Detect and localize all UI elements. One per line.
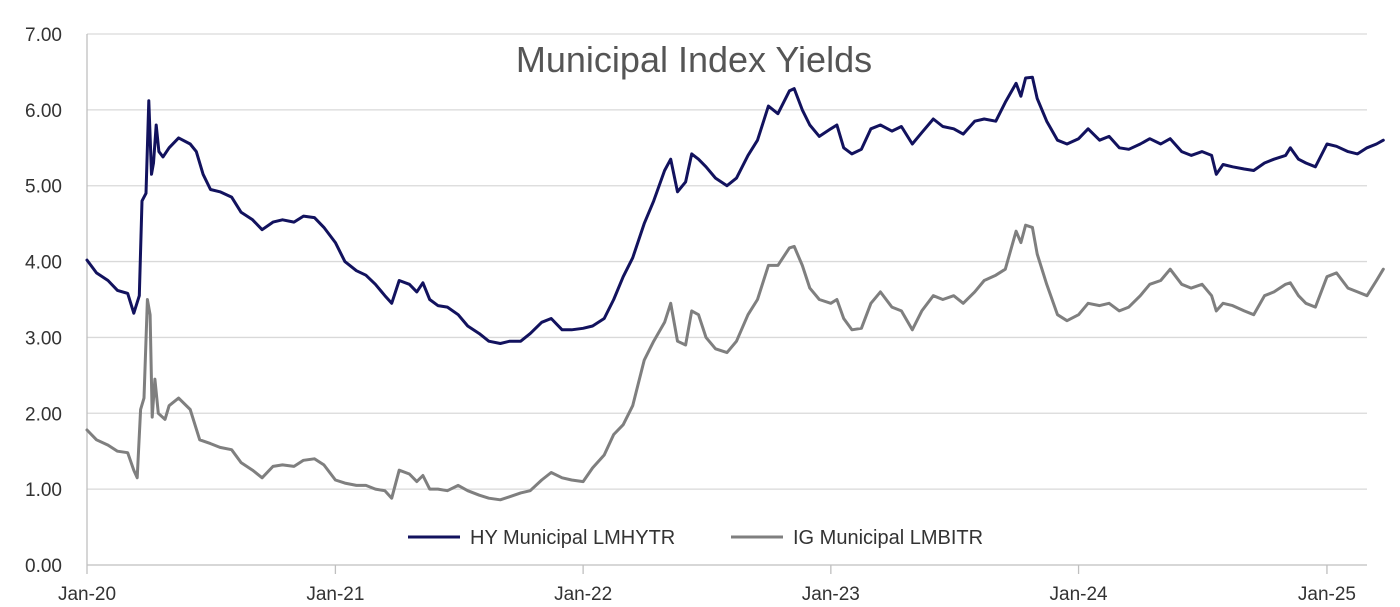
series-line-hy	[85, 75, 1385, 345]
x-tick-label: Jan-22	[554, 584, 612, 605]
y-axis: 0.00 1.00 2.00 3.00 4.00 5.00 6.00 7.00	[25, 25, 62, 577]
y-tick-label: 0.00	[25, 556, 62, 577]
y-tick-label: 6.00	[25, 101, 62, 122]
series-line-ig	[85, 223, 1385, 502]
x-tick-label: Jan-24	[1050, 584, 1109, 605]
legend: HY Municipal LMHYTR IG Municipal LMBITR	[408, 527, 983, 549]
x-tick-label: Jan-23	[802, 584, 860, 605]
y-tick-label: 7.00	[25, 25, 62, 46]
x-tick-label: Jan-21	[306, 584, 364, 605]
y-tick-label: 2.00	[25, 404, 62, 425]
x-axis: Jan-20 Jan-21 Jan-22 Jan-23 Jan-24 Jan-25	[58, 34, 1356, 605]
series-lines	[85, 75, 1385, 502]
legend-label-hy: HY Municipal LMHYTR	[470, 527, 675, 549]
chart-title: Municipal Index Yields	[516, 39, 872, 80]
x-tick-label: Jan-25	[1298, 584, 1356, 605]
y-tick-label: 3.00	[25, 328, 62, 349]
legend-label-ig: IG Municipal LMBITR	[793, 527, 983, 549]
x-tick-label: Jan-20	[58, 584, 116, 605]
y-tick-label: 1.00	[25, 480, 62, 501]
y-tick-label: 4.00	[25, 253, 62, 274]
gridlines	[87, 33, 1367, 566]
y-tick-label: 5.00	[25, 177, 62, 198]
